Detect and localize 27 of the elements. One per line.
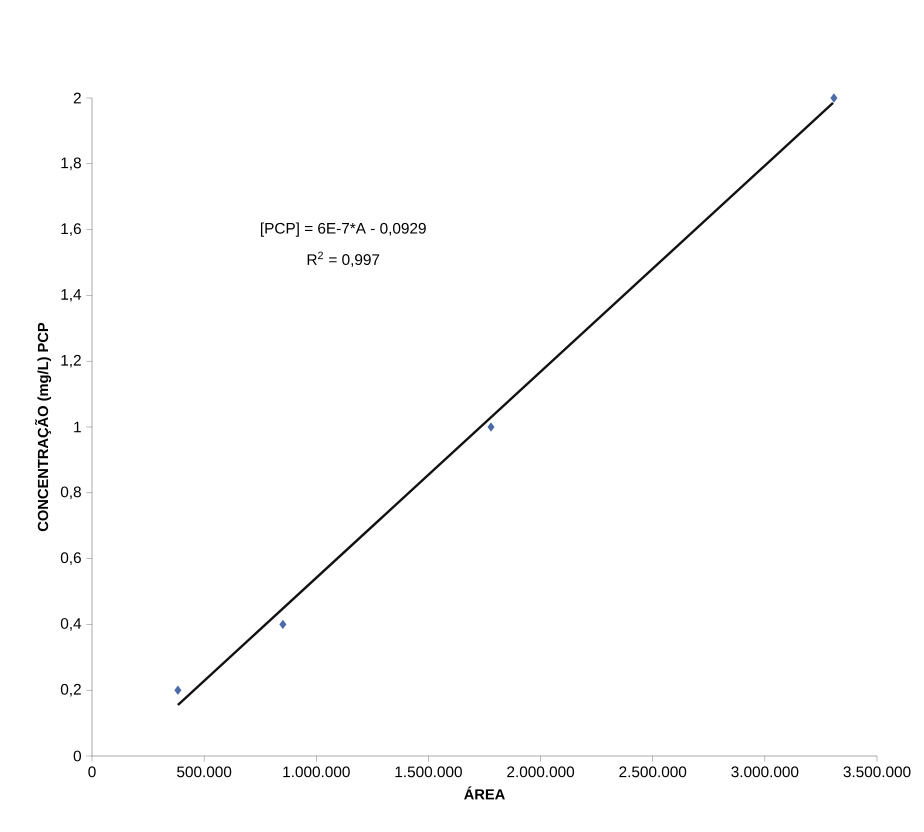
y-tick-label: 0,2 <box>60 684 81 697</box>
point <box>488 422 494 432</box>
x-tick-label: 2.000.000 <box>507 766 574 778</box>
y-tick-label: 0,4 <box>60 618 82 631</box>
x-tick-label: 3.000.000 <box>731 766 798 778</box>
point <box>174 686 182 695</box>
point <box>830 93 838 103</box>
point <box>279 620 286 629</box>
y-tick-label: 1,8 <box>61 157 81 170</box>
y-tick-label: 0,6 <box>60 552 81 565</box>
y-tick-label: 1,2 <box>61 354 81 368</box>
y-tick-label: 0,8 <box>60 486 81 500</box>
x-tick-label: 500.000 <box>177 766 232 778</box>
x-tick-label: 0 <box>88 766 96 778</box>
y-tick-label: 1 <box>74 422 81 432</box>
annotation: R$^{2}$ = 0,997 <box>308 252 380 267</box>
y-tick-label: 0 <box>74 750 81 762</box>
x-tick-label: 2.500.000 <box>619 766 686 778</box>
x-tick-label: 3.500.000 <box>843 766 910 778</box>
x-tick-label: 1.500.000 <box>395 766 462 778</box>
x-tick-label: 1.000.000 <box>283 766 350 778</box>
y-axis-title: CONCENTRAÇÃO (mg/L) PCP <box>34 322 52 532</box>
y-tick-label: 2 <box>74 92 81 104</box>
annotation: [PCP] = 6E-7*A - 0,0929 <box>260 222 426 237</box>
y-tick-label: 1,4 <box>61 289 82 302</box>
x-axis-title: ÁREA <box>464 786 505 800</box>
y-tick-label: 1,6 <box>61 223 81 236</box>
